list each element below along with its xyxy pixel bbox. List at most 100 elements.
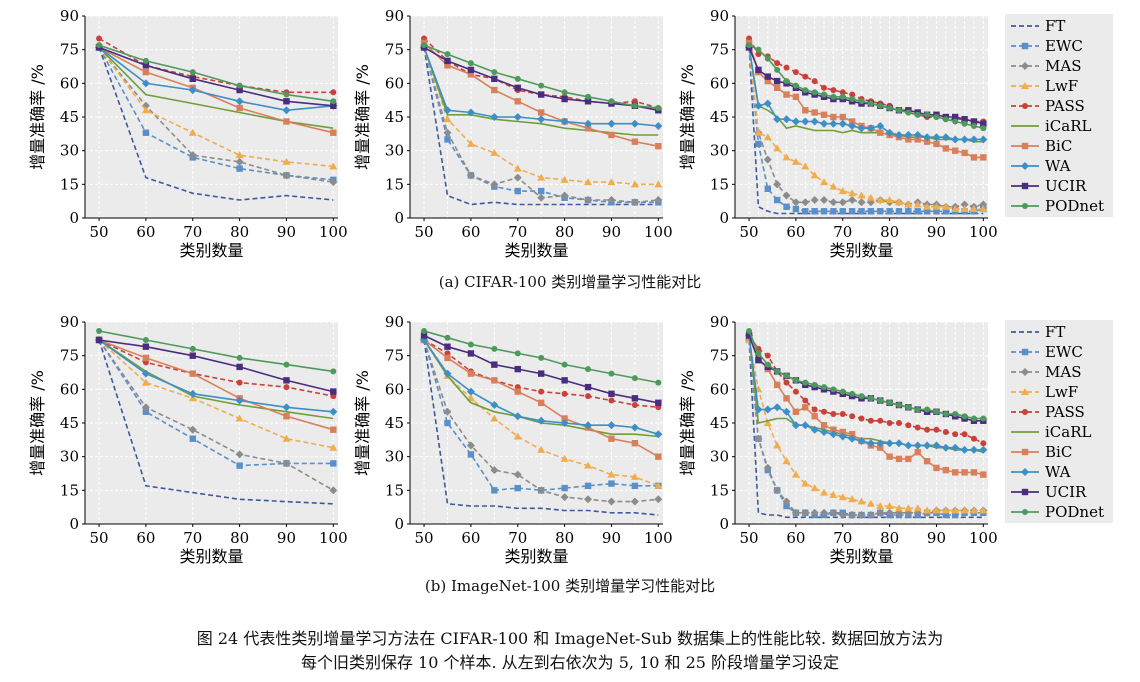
data-point-ewc <box>764 185 771 193</box>
data-point-bic <box>189 370 196 377</box>
y-tick-label: 75 <box>60 41 79 59</box>
data-point-podnet <box>561 361 568 368</box>
data-point-wa <box>329 407 338 416</box>
data-point-bic <box>236 104 243 112</box>
data-point-wa <box>857 436 866 445</box>
data-point-ucir <box>631 395 639 402</box>
legend-label-podnet: PODnet <box>1045 503 1104 521</box>
data-point-podnet <box>952 411 959 418</box>
legend-label-lwf: LwF <box>1045 77 1078 95</box>
legend-label-ewc: EWC <box>1045 37 1083 55</box>
data-point-wa <box>969 445 978 454</box>
data-point-pass <box>877 417 884 424</box>
data-point-ucir <box>561 377 568 384</box>
data-point-wa <box>235 396 244 405</box>
data-point-lwf <box>820 488 829 496</box>
data-point-ucir <box>236 363 243 371</box>
data-point-podnet <box>764 361 771 368</box>
data-point-lwf <box>969 205 978 213</box>
data-point-mas <box>630 198 639 207</box>
data-point-mas <box>235 450 244 459</box>
data-point-podnet <box>746 42 753 49</box>
chart-panel-b-5: 0 15 30 45 60 75 90 50 60 70 80 90 100 类别数量 增量准确率 /% <box>28 313 348 566</box>
data-point-bic <box>923 457 931 465</box>
data-point-lwf <box>979 205 988 213</box>
legend-label-wa: WA <box>1045 463 1071 481</box>
data-point-lwf <box>810 171 819 179</box>
data-point-wa <box>584 421 593 430</box>
legend-marker-podnet <box>1022 509 1028 515</box>
data-point-podnet <box>792 377 799 384</box>
data-point-pass <box>802 73 809 80</box>
data-point-wa <box>584 119 593 128</box>
data-point-podnet <box>330 98 337 105</box>
data-point-podnet <box>514 75 521 82</box>
data-point-bic <box>980 154 987 161</box>
data-point-bic <box>848 431 856 438</box>
data-point-mas <box>810 508 819 517</box>
data-point-bic <box>942 466 950 474</box>
data-point-ewc <box>858 208 865 215</box>
data-point-ewc <box>877 208 884 215</box>
x-tick-label: 90 <box>277 529 296 547</box>
data-point-pass <box>952 431 959 438</box>
data-point-pass <box>858 415 865 422</box>
data-point-podnet <box>467 60 474 67</box>
data-point-wa <box>801 421 810 430</box>
data-point-ucir <box>608 390 615 398</box>
data-point-ucir <box>755 66 762 74</box>
legend-marker-lwf <box>1021 388 1029 395</box>
legend-marker-pass <box>1022 103 1028 109</box>
data-point-podnet <box>421 42 428 49</box>
data-point-pass <box>933 426 940 433</box>
data-point-pass <box>561 390 568 397</box>
data-point-wa <box>894 439 903 448</box>
data-point-bic <box>830 113 837 121</box>
data-point-podnet <box>858 98 865 105</box>
legend-marker-pass <box>1022 409 1028 415</box>
data-point-wa <box>560 117 569 126</box>
data-point-wa <box>188 389 197 398</box>
data-point-pass <box>839 411 846 418</box>
data-point-lwf <box>141 378 150 386</box>
data-point-podnet <box>631 375 638 382</box>
data-point-podnet <box>655 379 662 386</box>
data-point-ucir <box>189 352 196 359</box>
y-tick-label: 60 <box>60 74 79 92</box>
data-point-ucir <box>514 84 521 92</box>
data-point-podnet <box>189 345 196 352</box>
x-tick-label: 100 <box>969 223 998 241</box>
series-line-wa <box>98 46 334 112</box>
data-point-podnet <box>830 386 837 393</box>
data-point-bic <box>283 413 290 420</box>
x-tick-label: 90 <box>927 529 946 547</box>
data-point-mas <box>329 178 338 187</box>
y-tick-label: 90 <box>385 7 404 25</box>
data-point-lwf <box>857 191 866 199</box>
data-point-mas <box>885 508 894 517</box>
data-point-lwf <box>443 115 452 123</box>
y-tick-label: 30 <box>385 448 404 466</box>
data-point-lwf <box>763 133 772 141</box>
y-tick-label: 90 <box>60 313 79 331</box>
caption-row-a: (a) CIFAR-100 类别增量学习性能对比 <box>438 273 702 291</box>
data-point-bic <box>444 354 451 362</box>
data-point-wa <box>969 135 978 144</box>
data-point-bic <box>839 428 846 436</box>
data-point-wa <box>848 434 857 443</box>
data-point-bic <box>961 149 968 157</box>
data-point-bic <box>783 91 790 98</box>
data-point-pass <box>811 406 818 413</box>
y-tick-label: 0 <box>719 515 729 533</box>
data-point-mas <box>782 191 791 200</box>
data-point-pass <box>867 417 874 424</box>
data-point-lwf <box>801 479 810 487</box>
data-point-podnet <box>802 379 809 386</box>
data-point-wa <box>654 430 663 439</box>
data-point-wa <box>466 108 475 117</box>
data-point-bic <box>952 469 959 476</box>
chart-panel-b-25: 0 15 30 45 60 75 90 50 60 70 80 90 100 类别数量 增量准确率 /% <box>678 313 998 566</box>
series-line-ft <box>98 339 334 505</box>
data-point-wa <box>810 425 819 434</box>
data-point-mas <box>630 497 639 506</box>
